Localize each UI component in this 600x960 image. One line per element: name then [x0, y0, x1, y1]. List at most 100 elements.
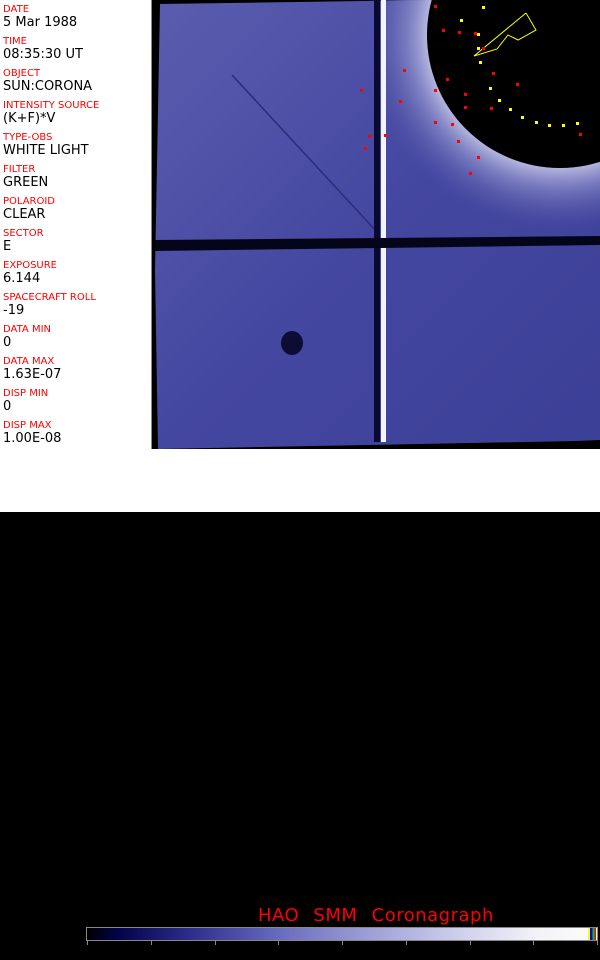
overlay-outline [473, 12, 537, 57]
overlay-marker [464, 106, 467, 109]
overlay-marker [474, 32, 477, 35]
field-label: INTENSITY SOURCE [3, 100, 100, 111]
field-data-max: DATA MAX 1.63E-07 [3, 356, 61, 382]
colorbar-tick-mark [278, 940, 280, 945]
horizontal-band [155, 236, 600, 251]
field-disp-min: DISP MIN 0 [3, 388, 48, 414]
field-exposure: EXPOSURE 6.144 [3, 260, 57, 286]
colorbar-tick-mark [87, 940, 88, 945]
colorbar-tick-mark [469, 940, 471, 945]
colorbar [86, 927, 598, 941]
colorbar-tick-mark [405, 940, 407, 945]
field-data-min: DATA MIN 0 [3, 324, 51, 350]
colorbar-tick-label: 0 [87, 949, 94, 960]
field-object: OBJECT SUN:CORONA [3, 68, 92, 94]
field-label: FILTER [3, 164, 36, 175]
overlay-marker [562, 124, 565, 127]
vertical-bar-bright [381, 0, 386, 442]
overlay-marker [464, 93, 467, 96]
field-value: -19 [3, 303, 25, 318]
overlay-marker [364, 147, 367, 150]
field-label: DATA MAX [3, 356, 55, 367]
overlay-marker [576, 122, 579, 125]
overlay-marker [548, 124, 551, 127]
field-value: 5 Mar 1988 [3, 15, 78, 30]
colorbar-tick-mark [597, 940, 598, 945]
field-value: 6.144 [3, 271, 41, 286]
field-label: EXPOSURE [3, 260, 58, 271]
field-value: 08:35:30 UT [3, 47, 83, 62]
field-date: DATE 5 Mar 1988 [3, 4, 77, 30]
field-label: SECTOR [3, 228, 44, 239]
overlay-marker [403, 69, 406, 72]
overlay-marker [521, 116, 524, 119]
field-spacecraft-roll: SPACECRAFT ROLL -19 [3, 292, 96, 318]
overlay-marker [482, 47, 485, 50]
overlay-marker [469, 172, 472, 175]
occulter-disk [427, 0, 600, 168]
overlay-marker [457, 140, 460, 143]
overlay-marker [479, 61, 482, 64]
field-label: DISP MAX [3, 420, 52, 431]
field-value: SUN:CORONA [3, 79, 93, 94]
colorbar-area: HAO SMM Coronagraph 0 63 127 191 255 [0, 449, 600, 960]
overlay-marker [442, 29, 445, 32]
colorbar-tick-label: 127 [333, 949, 353, 960]
overlay-marker [477, 33, 480, 36]
coronagraph-image [155, 0, 600, 449]
overlay-marker [451, 123, 454, 126]
overlay-marker [490, 107, 493, 110]
field-polaroid: POLAROID CLEAR [3, 196, 55, 222]
overlay-marker [446, 78, 449, 81]
overlay-marker [477, 47, 480, 50]
overlay-marker [434, 5, 437, 8]
field-value: (K+F)*V [3, 111, 56, 126]
colorbar-tick-label: 63 [205, 949, 218, 960]
field-value: CLEAR [3, 207, 46, 222]
field-label: OBJECT [3, 68, 41, 79]
colorbar-tick-mark [533, 940, 535, 945]
overlay-marker [477, 156, 480, 159]
field-value: 1.63E-07 [3, 367, 62, 382]
metadata-panel: DATE 5 Mar 1988 TIME 08:35:30 UT OBJECT SUN:C… [0, 0, 152, 449]
overlay-marker [482, 6, 485, 9]
overlay-marker [492, 72, 495, 75]
field-label: SPACECRAFT ROLL [3, 292, 96, 303]
colorbar-tick-mark [342, 940, 343, 945]
overlay-marker [489, 87, 492, 90]
overlay-marker [360, 89, 363, 92]
field-label: DISP MIN [3, 388, 49, 399]
colorbar-tick-label: 255 [583, 949, 600, 960]
overlay-marker [384, 134, 387, 137]
field-disp-max: DISP MAX 1.00E-08 [3, 420, 61, 446]
overlay-marker [498, 99, 501, 102]
overlay-marker [516, 83, 519, 86]
field-label: TIME [3, 36, 28, 47]
overlay-marker [460, 19, 463, 22]
colorbar-tick-mark [150, 940, 152, 945]
field-value: 0 [3, 399, 12, 414]
field-type-obs: TYPE-OBS WHITE LIGHT [3, 132, 89, 158]
overlay-marker [434, 121, 437, 124]
vertical-bar-dark [374, 0, 380, 442]
field-value: WHITE LIGHT [3, 143, 89, 158]
field-label: DATA MIN [3, 324, 51, 335]
overlay-marker [458, 31, 461, 34]
field-value: E [3, 239, 12, 254]
field-label: TYPE-OBS [3, 132, 53, 143]
field-intensity-source: INTENSITY SOURCE (K+F)*V [3, 100, 99, 126]
field-label: DATE [3, 4, 30, 15]
overlay-color-stripes [588, 928, 596, 940]
colorbar-tick-label: 191 [461, 949, 481, 960]
dark-spot [281, 331, 303, 355]
diagonal-streak [231, 74, 378, 233]
field-value: 0 [3, 335, 12, 350]
overlay-marker [399, 100, 402, 103]
overlay-marker [368, 135, 371, 138]
field-value: 1.00E-08 [3, 431, 62, 446]
overlay-marker [579, 133, 582, 136]
field-filter: FILTER GREEN [3, 164, 48, 190]
colorbar-tick-mark [214, 940, 216, 945]
instrument-title: HAO SMM Coronagraph [258, 905, 494, 926]
overlay-marker [535, 121, 538, 124]
